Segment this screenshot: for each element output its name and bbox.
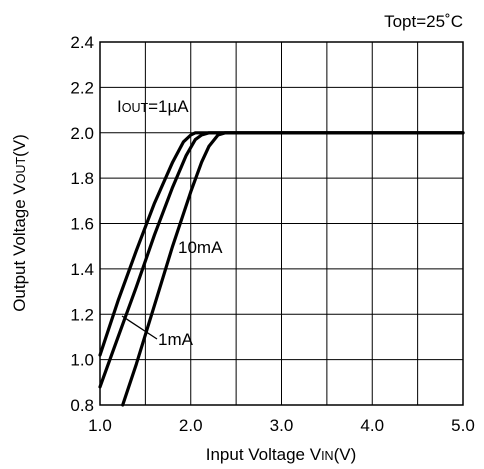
series-line-1A [98,131,465,357]
x-tick-label: 2.0 [179,416,203,435]
x-tick-label: 1.0 [88,416,112,435]
iout-rest: =1µA [148,97,189,116]
y-tick-label: 0.8 [70,396,94,415]
x-tick-label: 4.0 [360,416,384,435]
y-tick-label: 2.0 [70,124,94,143]
x-axis-main: Input Voltage V [206,445,322,464]
y-axis-sub: OUT [14,157,28,184]
x-axis-title: Input Voltage VIN(V) [206,445,357,464]
plot-frame [99,41,464,406]
iout-sub: OUT [122,101,149,115]
x-tick-labels: 1.0 2.0 3.0 4.0 5.0 [88,416,475,435]
series-group [98,131,465,407]
iout-prefix: I [117,97,122,116]
y-tick-labels: 0.8 1.0 1.2 1.4 1.6 1.8 2.0 2.2 2.4 [70,33,94,415]
y-tick-label: 1.0 [70,351,94,370]
series-line-10mA [121,131,465,407]
label-1mA: 1mA [158,330,194,349]
condition-label: Topt=25˚C [384,12,463,31]
y-axis-main: Output Voltage V [10,183,29,312]
y-tick-label: 2.4 [70,33,94,52]
x-tick-label: 5.0 [451,416,475,435]
x-tick-label: 3.0 [270,416,294,435]
x-axis-unit: (V) [334,445,357,464]
y-tick-label: 1.4 [70,260,94,279]
iout-annotation: IOUT=1µA [117,97,189,116]
series-line-1mA [98,131,465,389]
y-axis-unit: (V) [10,134,29,157]
y-tick-label: 1.6 [70,215,94,234]
y-tick-label: 1.2 [70,305,94,324]
label-10mA: 10mA [178,238,223,257]
y-tick-label: 1.8 [70,169,94,188]
y-tick-label: 2.2 [70,78,94,97]
leader-1mA [121,315,158,340]
y-axis-title: Output Voltage VOUT(V) [10,134,29,312]
x-axis-sub: IN [321,449,334,463]
